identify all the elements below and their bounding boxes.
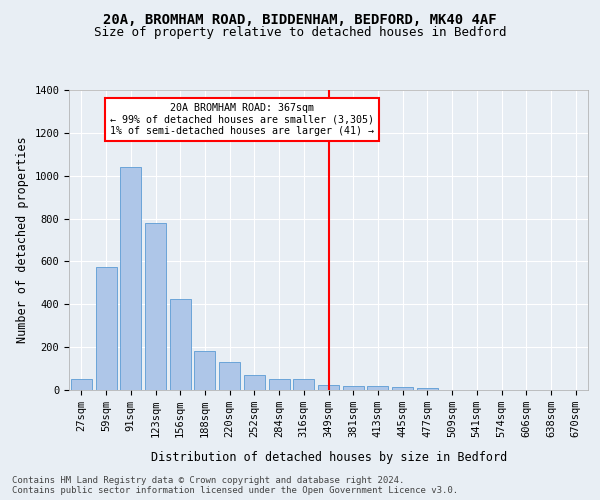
Bar	[219, 362, 240, 390]
Bar	[269, 380, 290, 390]
Bar	[120, 167, 141, 390]
Bar	[343, 386, 364, 390]
Text: Contains HM Land Registry data © Crown copyright and database right 2024.
Contai: Contains HM Land Registry data © Crown c…	[12, 476, 458, 495]
Bar	[318, 384, 339, 390]
Bar	[392, 387, 413, 390]
Bar	[71, 380, 92, 390]
Bar	[367, 386, 388, 390]
Text: Distribution of detached houses by size in Bedford: Distribution of detached houses by size …	[151, 451, 507, 464]
Bar	[145, 223, 166, 390]
Bar	[244, 375, 265, 390]
Bar	[194, 352, 215, 390]
Y-axis label: Number of detached properties: Number of detached properties	[16, 136, 29, 344]
Text: 20A, BROMHAM ROAD, BIDDENHAM, BEDFORD, MK40 4AF: 20A, BROMHAM ROAD, BIDDENHAM, BEDFORD, M…	[103, 12, 497, 26]
Bar	[417, 388, 438, 390]
Bar	[95, 267, 116, 390]
Bar	[170, 299, 191, 390]
Text: Size of property relative to detached houses in Bedford: Size of property relative to detached ho…	[94, 26, 506, 39]
Text: 20A BROMHAM ROAD: 367sqm
← 99% of detached houses are smaller (3,305)
1% of semi: 20A BROMHAM ROAD: 367sqm ← 99% of detach…	[110, 103, 374, 136]
Bar	[293, 380, 314, 390]
